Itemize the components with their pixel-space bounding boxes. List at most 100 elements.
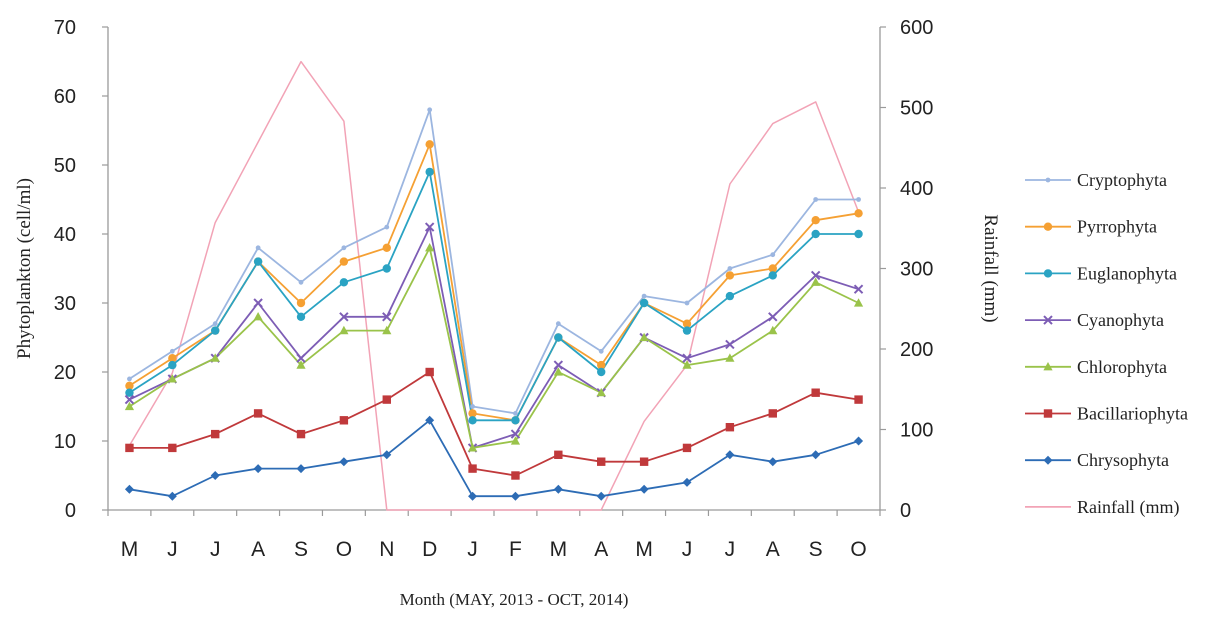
legend-item-chrysophyta: Chrysophyta [1025, 450, 1169, 470]
marker-stroke [124, 394, 135, 405]
point-chlorophyta [725, 353, 735, 362]
point-chrysophyta [725, 450, 735, 460]
point-chlorophyta [768, 325, 778, 335]
point-euglanophyta [511, 416, 520, 425]
point-cryptophyta [384, 224, 390, 230]
marker-stroke [553, 360, 564, 370]
point-cyanophyta [382, 312, 392, 322]
marker-stroke [810, 270, 821, 281]
legend-swatch-marker [1045, 177, 1051, 183]
x-axis-title: Month (MAY, 2013 - OCT, 2014) [400, 590, 629, 609]
point-chrysophyta [682, 477, 692, 487]
marker-stroke [853, 284, 864, 294]
point-chlorophyta [425, 243, 435, 252]
legend-label: Pyrrophyta [1077, 217, 1157, 237]
point-euglanophyta [554, 333, 563, 342]
x-tick-label: J [210, 538, 221, 561]
legend-swatch-marker [1043, 269, 1053, 278]
legend-label: Chrysophyta [1077, 450, 1169, 470]
y2-tick-label: 0 [900, 500, 911, 522]
point-chlorophyta [124, 401, 135, 411]
legend-swatch-marker [1043, 409, 1053, 418]
point-euglanophyta [468, 416, 477, 425]
point-pyrrophyta [296, 298, 306, 308]
legend-label: Rainfall (mm) [1077, 497, 1179, 518]
y2-tick-label: 200 [900, 339, 933, 361]
legend-label: Cyanophyta [1077, 310, 1164, 330]
point-euglanophyta [253, 257, 263, 266]
series-line-chlorophyta [128, 246, 859, 449]
point-pyrrophyta [339, 257, 349, 266]
point-cryptophyta [555, 321, 561, 327]
legend-label: Bacillariophyta [1077, 404, 1188, 424]
point-cryptophyta [598, 348, 604, 354]
x-tick-label: M [550, 538, 568, 561]
y2-tick-label: 300 [900, 259, 933, 281]
point-chlorophyta [853, 298, 864, 307]
point-pyrrophyta [382, 243, 391, 252]
y2-tick-label: 500 [900, 98, 933, 120]
point-pyrrophyta [168, 354, 177, 363]
point-cryptophyta [127, 376, 132, 382]
legend-label: Cryptophyta [1077, 170, 1167, 190]
marker-stroke [382, 312, 392, 322]
point-chrysophyta [639, 484, 649, 494]
marker-stroke [768, 312, 778, 322]
point-cyanophyta [853, 284, 864, 294]
point-cyanophyta [510, 429, 521, 439]
point-pyrrophyta [597, 360, 606, 370]
point-chlorophyta [510, 436, 521, 445]
legend-item-cryptophyta: Cryptophyta [1025, 170, 1167, 190]
y-tick-label: 20 [54, 362, 76, 384]
point-cryptophyta [813, 197, 819, 202]
point-chrysophyta [210, 471, 220, 480]
point-cryptophyta [470, 404, 475, 409]
point-euglanophyta [125, 388, 134, 397]
point-bacillariophyta [639, 457, 649, 466]
y-tick-label: 40 [54, 224, 76, 246]
point-cyanophyta [725, 339, 735, 350]
point-chlorophyta [639, 332, 649, 342]
point-euglanophyta [425, 167, 434, 177]
point-chrysophyta [811, 450, 821, 460]
x-tick-label: M [121, 538, 139, 561]
x-tick-label: N [379, 538, 394, 561]
point-euglanophyta [768, 271, 777, 280]
point-bacillariophyta [597, 457, 606, 466]
y2-tick-label: 100 [900, 420, 933, 442]
point-bacillariophyta [296, 429, 306, 439]
marker-stroke [339, 312, 349, 322]
point-chlorophyta [467, 443, 478, 452]
point-euglanophyta [682, 326, 692, 335]
point-chrysophyta [124, 484, 134, 494]
point-chrysophyta [510, 491, 520, 501]
point-cyanophyta [339, 312, 349, 322]
point-pyrrophyta [811, 216, 820, 225]
x-tick-label: O [336, 538, 352, 561]
point-euglanophyta [725, 291, 735, 301]
series-line-bacillariophyta [129, 371, 859, 477]
legend-item-bacillariophyta: Bacillariophyta [1025, 404, 1188, 424]
y-axis-title: Phytoplankton (cell/ml) [14, 178, 35, 359]
point-euglanophyta [639, 298, 649, 308]
point-bacillariophyta [468, 464, 477, 473]
series-line-cryptophyta [128, 108, 859, 415]
point-chrysophyta [553, 484, 563, 494]
point-pyrrophyta [125, 381, 134, 390]
legend-item-euglanophyta: Euglanophyta [1025, 263, 1177, 283]
point-cyanophyta [810, 270, 821, 281]
point-chrysophyta [296, 464, 306, 474]
point-bacillariophyta [725, 423, 735, 432]
point-euglanophyta [854, 229, 863, 239]
point-chlorophyta [553, 367, 563, 376]
point-pyrrophyta [725, 271, 735, 280]
point-cyanophyta [553, 360, 564, 370]
legend-swatch-marker [1043, 222, 1053, 231]
point-chlorophyta [339, 325, 349, 335]
point-chrysophyta [167, 491, 177, 501]
point-euglanophyta [811, 229, 820, 239]
point-bacillariophyta [511, 471, 520, 480]
y-tick-label: 30 [54, 293, 76, 315]
point-cryptophyta [169, 348, 175, 354]
point-cyanophyta [424, 222, 435, 232]
